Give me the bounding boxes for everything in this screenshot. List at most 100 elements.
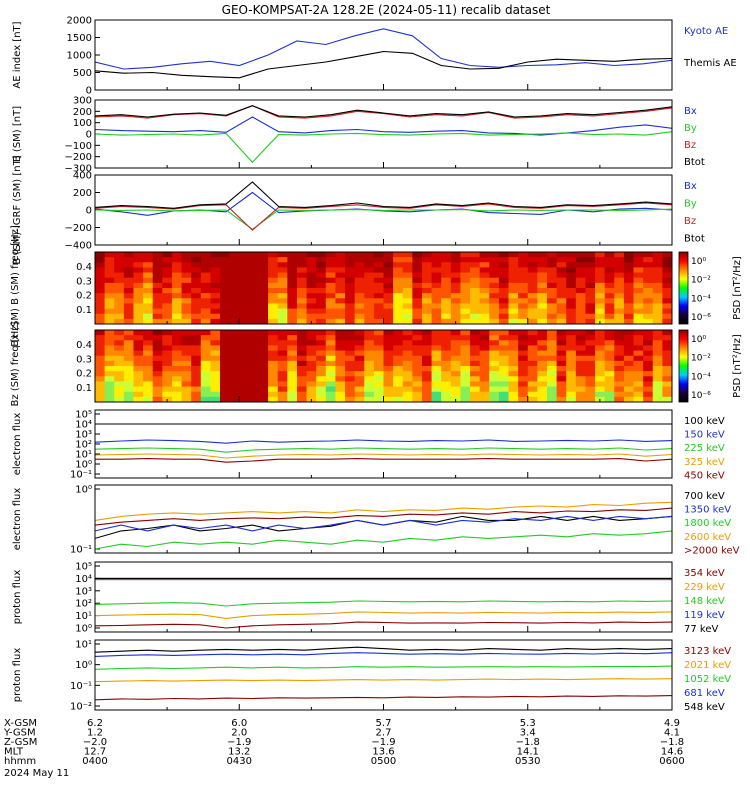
heatmap-cell xyxy=(95,381,106,388)
heatmap-cell xyxy=(460,262,471,268)
heatmap-cell xyxy=(248,257,259,263)
heatmap-cell xyxy=(575,267,586,274)
heatmap-cell xyxy=(133,371,144,377)
heatmap-cell xyxy=(585,277,596,284)
heatmap-cell xyxy=(345,350,356,357)
heatmap-cell xyxy=(393,330,404,336)
heatmap-cell xyxy=(345,262,356,268)
heatmap-cell xyxy=(566,376,577,382)
x-row-value: −1.9 xyxy=(371,737,395,748)
heatmap-cell xyxy=(191,293,202,299)
heatmap-cell xyxy=(152,257,163,263)
heatmap-cell xyxy=(364,257,375,263)
legend-entry: 119 keV xyxy=(684,610,725,621)
heatmap-cell xyxy=(335,330,346,336)
heatmap-cell xyxy=(171,366,183,372)
heatmap-cell xyxy=(575,355,586,362)
heatmap-cell xyxy=(450,350,461,357)
heatmap-cell xyxy=(268,355,279,362)
heatmap-cell xyxy=(421,355,433,362)
y-tick-label: 1500 xyxy=(67,33,92,44)
heatmap-cell xyxy=(248,252,259,258)
heatmap-cell xyxy=(220,257,231,263)
heatmap-cell xyxy=(114,381,125,388)
heatmap-cell xyxy=(421,288,433,294)
x-row-value: 0500 xyxy=(371,756,396,767)
heatmap-cell xyxy=(412,355,423,362)
heatmap-cell xyxy=(354,298,365,304)
heatmap-cell xyxy=(479,340,490,346)
heatmap-cell xyxy=(345,293,356,299)
heatmap-cell xyxy=(470,350,481,357)
heatmap-cell xyxy=(296,262,308,268)
heatmap-cell xyxy=(345,376,356,382)
legend-entry: Bx xyxy=(684,106,697,117)
heatmap-cell xyxy=(229,257,240,263)
heatmap-cell xyxy=(373,366,384,372)
x-row-label: Z-GSM xyxy=(4,737,37,748)
heatmap-cell xyxy=(104,313,115,320)
heatmap-cell xyxy=(643,303,654,310)
heatmap-cell xyxy=(104,288,115,294)
heatmap-cell xyxy=(527,318,538,324)
heatmap-cell xyxy=(643,262,654,268)
heatmap-cell xyxy=(633,391,644,398)
heatmap-cell xyxy=(652,355,663,362)
heatmap-cell xyxy=(200,318,211,324)
heatmap-cell xyxy=(402,330,413,336)
heatmap-cell xyxy=(220,313,231,320)
heatmap-cell xyxy=(335,371,346,377)
plot-area xyxy=(95,105,672,164)
heatmap-cell xyxy=(171,298,183,304)
heatmap-cell xyxy=(133,262,144,268)
heatmap-cell xyxy=(546,313,558,320)
heatmap-cell xyxy=(460,340,471,346)
colorbar-tick-label: 10⁰ xyxy=(691,335,706,345)
legend-entry: Btot xyxy=(684,157,705,168)
heatmap-cell xyxy=(316,381,327,388)
heatmap-cell xyxy=(383,272,394,279)
heatmap-cell xyxy=(325,360,336,367)
heatmap-cell xyxy=(171,386,183,393)
heatmap-cell xyxy=(123,293,134,299)
heatmap-cell xyxy=(152,298,163,304)
heatmap-cell xyxy=(450,277,461,284)
heatmap-cell xyxy=(345,386,356,393)
x-row-value: 5.7 xyxy=(376,718,392,729)
heatmap-cell xyxy=(421,371,433,377)
heatmap-cell xyxy=(133,335,144,341)
heatmap-cell xyxy=(335,277,346,284)
heatmap-cell xyxy=(595,262,606,268)
legend-entry: 2600 keV xyxy=(684,532,731,543)
heatmap-cell xyxy=(306,391,317,398)
heatmap-cell xyxy=(354,252,365,258)
heatmap-cell xyxy=(171,355,183,362)
heatmap-cell xyxy=(364,381,375,388)
heatmap-cell xyxy=(181,288,192,294)
y-axis-label: proton flux xyxy=(12,570,23,625)
heatmap-cell xyxy=(229,381,240,388)
heatmap-cell xyxy=(412,381,423,388)
heatmap-cell xyxy=(470,396,481,402)
series-line xyxy=(95,600,672,607)
heatmap-cell xyxy=(604,298,615,304)
heatmap-cell xyxy=(383,262,394,268)
heatmap-cell xyxy=(200,272,211,279)
heatmap-cell xyxy=(585,386,596,393)
heatmap-cell xyxy=(287,298,298,304)
heatmap-cell xyxy=(518,381,529,388)
heatmap-cell xyxy=(335,335,346,341)
heatmap-cell xyxy=(316,391,327,398)
heatmap-cell xyxy=(162,345,173,352)
plot-area xyxy=(95,330,672,402)
heatmap-cell xyxy=(143,386,154,393)
x-row-value: 14.1 xyxy=(517,747,539,758)
heatmap-cell xyxy=(383,376,394,382)
heatmap-cell xyxy=(575,360,586,367)
heatmap-cell xyxy=(152,335,163,341)
heatmap-cell xyxy=(633,366,644,372)
legend-entry: Kyoto AE xyxy=(684,26,728,37)
heatmap-cell xyxy=(575,381,586,388)
heatmap-cell xyxy=(162,381,173,388)
heatmap-cell xyxy=(220,366,231,372)
